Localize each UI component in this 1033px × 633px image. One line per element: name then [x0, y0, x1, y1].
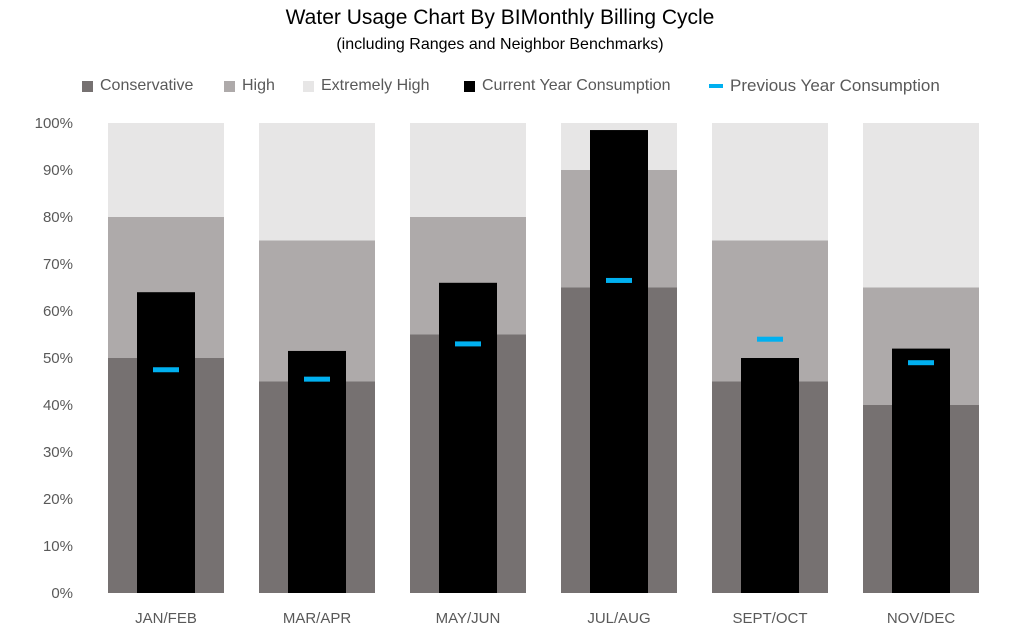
legend-marker-previous-year: [709, 84, 723, 88]
marker-previous-year-may-jun: [455, 341, 481, 347]
legend-label-current-year: Current Year Consumption: [482, 77, 671, 94]
bar-current-year-sept-oct: [741, 358, 799, 593]
legend-swatch-current-year: [464, 80, 475, 92]
bar-current-year-mar-apr: [288, 350, 346, 593]
chart-subtitle: (including Ranges and Neighbor Benchmark…: [336, 36, 664, 53]
legend-label-conservative: Conservative: [100, 77, 194, 94]
y-tick-label: 60%: [43, 303, 73, 320]
marker-previous-year-sept-oct: [757, 336, 783, 342]
legend-item-high: High: [224, 74, 275, 98]
y-tick-label: 20%: [43, 491, 73, 508]
band-extremely-high-nov-dec: [863, 123, 979, 288]
y-tick-label: 0%: [51, 585, 73, 602]
legend-swatch-high: [224, 80, 235, 92]
marker-previous-year-jul-aug: [606, 277, 632, 283]
x-tick-label-nov-dec: NOV/DEC: [887, 610, 956, 627]
legend-item-conservative: Conservative: [82, 74, 193, 98]
x-tick-label-jan-feb: JAN/FEB: [135, 610, 197, 627]
band-extremely-high-sept-oct: [712, 123, 828, 241]
marker-previous-year-jan-feb: [153, 367, 179, 373]
chart-legend: Conservative High Extremely High Current…: [0, 74, 1033, 98]
legend-label-high: High: [242, 77, 275, 94]
y-tick-label: 100%: [35, 115, 73, 132]
x-tick-label-sept-oct: SEPT/OCT: [732, 610, 807, 627]
band-extremely-high-jan-feb: [108, 123, 224, 217]
y-tick-label: 90%: [43, 162, 73, 179]
marker-previous-year-nov-dec: [908, 360, 934, 366]
band-extremely-high-may-jun: [410, 123, 526, 217]
bar-current-year-jan-feb: [137, 292, 195, 593]
y-tick-label: 80%: [43, 209, 73, 226]
legend-swatch-conservative: [82, 80, 93, 92]
y-tick-label: 30%: [43, 444, 73, 461]
legend-item-extremely-high: Extremely High: [303, 74, 429, 98]
legend-item-previous-year: Previous Year Consumption: [709, 74, 940, 98]
legend-swatch-extremely-high: [303, 80, 314, 92]
y-tick-label: 10%: [43, 538, 73, 555]
x-tick-label-jul-aug: JUL/AUG: [587, 610, 650, 627]
legend-item-current-year: Current Year Consumption: [464, 74, 671, 98]
y-tick-label: 70%: [43, 256, 73, 273]
legend-label-extremely-high: Extremely High: [321, 77, 430, 94]
legend-label-previous-year: Previous Year Consumption: [730, 76, 940, 95]
x-tick-label-may-jun: MAY/JUN: [436, 610, 501, 627]
bar-current-year-nov-dec: [892, 348, 950, 593]
bar-current-year-jul-aug: [590, 130, 648, 594]
x-tick-label-mar-apr: MAR/APR: [283, 610, 352, 627]
bar-current-year-may-jun: [439, 282, 497, 593]
marker-previous-year-mar-apr: [304, 376, 330, 382]
y-tick-label: 50%: [43, 350, 73, 367]
y-tick-label: 40%: [43, 397, 73, 414]
chart-title: Water Usage Chart By BIMonthly Billing C…: [285, 6, 715, 29]
band-extremely-high-mar-apr: [259, 123, 375, 241]
